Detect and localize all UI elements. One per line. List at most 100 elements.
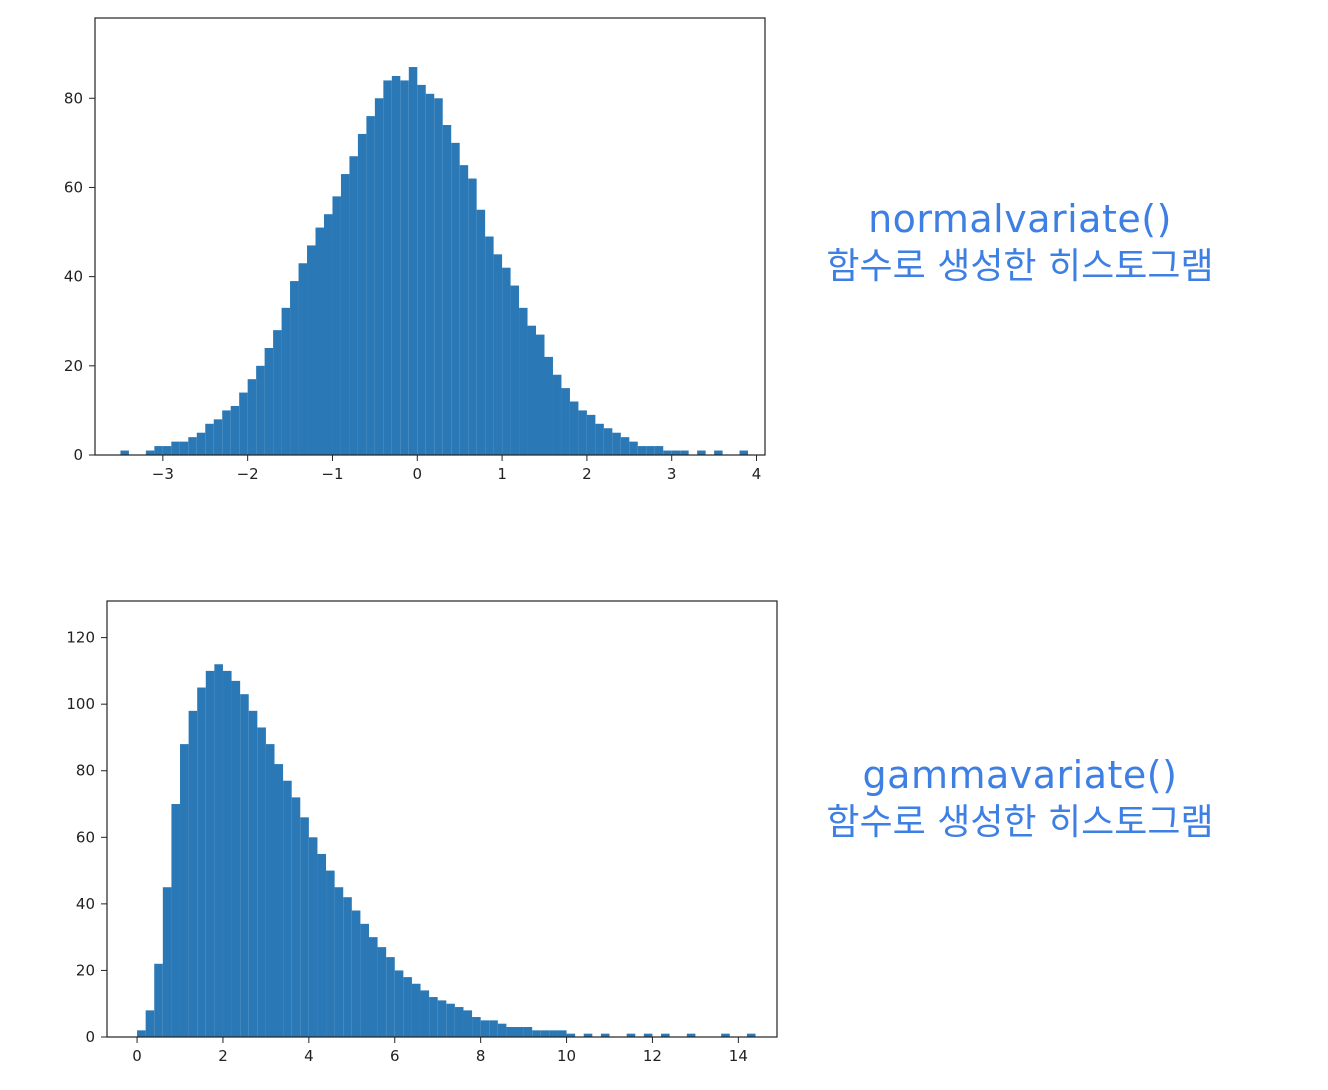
y-tick-label: 20 bbox=[76, 961, 95, 979]
histogram-bar bbox=[661, 1033, 670, 1037]
histogram-bar bbox=[468, 178, 477, 455]
bars bbox=[120, 67, 749, 456]
histogram-bar bbox=[489, 1020, 498, 1037]
histogram-bar bbox=[205, 670, 215, 1037]
caption-function-name: normalvariate() bbox=[868, 197, 1172, 241]
histogram-bar bbox=[230, 405, 240, 455]
histogram-bar bbox=[265, 744, 275, 1037]
histogram-bar bbox=[298, 263, 308, 455]
x-tick-label: −1 bbox=[321, 465, 343, 483]
x-tick-label: 14 bbox=[729, 1047, 748, 1065]
histogram-bar bbox=[569, 401, 579, 455]
histogram-bar bbox=[386, 957, 395, 1037]
histogram-bar bbox=[549, 1030, 558, 1037]
histogram-bar bbox=[308, 837, 318, 1037]
y-tick-label: 100 bbox=[66, 695, 95, 713]
histogram-bar bbox=[281, 307, 291, 455]
histogram-bar bbox=[446, 1003, 455, 1037]
histogram-bar bbox=[476, 209, 486, 455]
histogram-bar bbox=[637, 446, 647, 455]
histogram-bar bbox=[408, 67, 418, 455]
histogram-bar bbox=[179, 441, 189, 455]
histogram-bar bbox=[459, 165, 469, 455]
histogram-bar bbox=[213, 419, 223, 455]
histogram-bar bbox=[451, 142, 460, 455]
histogram-bar bbox=[283, 780, 292, 1037]
histogram-bar bbox=[145, 1010, 155, 1037]
histogram-bar bbox=[171, 804, 181, 1037]
normalvariate-caption: normalvariate() 함수로 생성한 히스토그램 bbox=[790, 196, 1250, 289]
histogram-bar bbox=[646, 446, 655, 455]
histogram-bar bbox=[603, 428, 613, 455]
histogram-bar bbox=[205, 423, 214, 455]
histogram-bar bbox=[248, 710, 258, 1037]
histogram-bar bbox=[360, 923, 369, 1037]
histogram-bar bbox=[120, 450, 129, 455]
gammavariate-caption: gammavariate() 함수로 생성한 히스토그램 bbox=[790, 752, 1250, 845]
histogram-bar bbox=[154, 446, 163, 455]
histogram-bar bbox=[391, 75, 401, 455]
histogram-bar bbox=[403, 977, 412, 1037]
histogram-bar bbox=[162, 887, 172, 1037]
histogram-bar bbox=[273, 330, 282, 455]
histogram-bar bbox=[626, 1033, 636, 1037]
histogram-bar bbox=[366, 116, 375, 455]
histogram-bar bbox=[663, 450, 672, 455]
caption-description: 함수로 생성한 히스토그램 bbox=[826, 245, 1214, 287]
histogram-bar bbox=[429, 997, 438, 1037]
plot-frame bbox=[94, 17, 766, 456]
histogram-bar bbox=[332, 196, 341, 455]
histogram-bar bbox=[188, 710, 198, 1037]
histogram-bar bbox=[515, 1027, 524, 1037]
histogram-bar bbox=[291, 797, 301, 1037]
histogram-bar bbox=[137, 1030, 146, 1037]
histogram-bar bbox=[540, 1030, 550, 1037]
histogram-bar bbox=[377, 947, 387, 1037]
histogram-bar bbox=[527, 325, 537, 455]
histogram-bar bbox=[214, 664, 223, 1037]
y-tick-label: 0 bbox=[73, 446, 83, 464]
histogram-bar bbox=[420, 990, 430, 1037]
histogram-bar bbox=[561, 388, 570, 455]
histogram-bar bbox=[188, 437, 197, 455]
y-tick-label: 40 bbox=[76, 895, 95, 913]
histogram-bar bbox=[307, 245, 316, 455]
histogram-bar bbox=[552, 374, 562, 455]
histogram-bar bbox=[340, 174, 350, 456]
histogram-bar bbox=[196, 432, 206, 455]
histogram-bar bbox=[680, 450, 689, 455]
x-tick-label: 0 bbox=[132, 1047, 142, 1065]
y-tick-label: 60 bbox=[76, 828, 95, 846]
histogram-bar bbox=[480, 1020, 490, 1037]
histogram-bar bbox=[257, 727, 266, 1037]
histogram-bar bbox=[197, 687, 206, 1037]
histogram-bar bbox=[374, 98, 384, 455]
histogram-bar bbox=[506, 1027, 516, 1037]
histogram-bar bbox=[472, 1017, 481, 1037]
histogram-bar bbox=[274, 764, 284, 1037]
histogram-bar bbox=[425, 93, 435, 455]
histogram-bar bbox=[686, 1033, 696, 1037]
x-tick-label: 2 bbox=[218, 1047, 228, 1065]
histogram-bar bbox=[654, 446, 664, 455]
histogram-bar bbox=[493, 254, 503, 455]
y-tick-label: 20 bbox=[64, 357, 83, 375]
histogram-bar bbox=[643, 1033, 653, 1037]
histogram-bar bbox=[437, 1000, 447, 1037]
histogram-bar bbox=[290, 281, 299, 455]
y-tick-label: 40 bbox=[64, 268, 83, 286]
histogram-bar bbox=[544, 356, 553, 455]
histogram-bar bbox=[240, 694, 249, 1037]
histogram-bar bbox=[400, 80, 409, 455]
histogram-bar bbox=[417, 84, 426, 455]
x-tick-label: −2 bbox=[237, 465, 259, 483]
histogram-bar bbox=[600, 1033, 610, 1037]
gammavariate-histogram: 0 2 4 6 8 10 12 14 0 20 40 60 80 100 120 bbox=[66, 600, 778, 1065]
histogram-bar bbox=[343, 897, 352, 1037]
y-tick-label: 60 bbox=[64, 178, 83, 196]
histogram-bar bbox=[485, 236, 494, 455]
x-tick-label: 4 bbox=[304, 1047, 314, 1065]
histogram-bar bbox=[497, 1023, 507, 1037]
x-tick-label: 12 bbox=[643, 1047, 662, 1065]
histogram-bar bbox=[536, 334, 545, 455]
